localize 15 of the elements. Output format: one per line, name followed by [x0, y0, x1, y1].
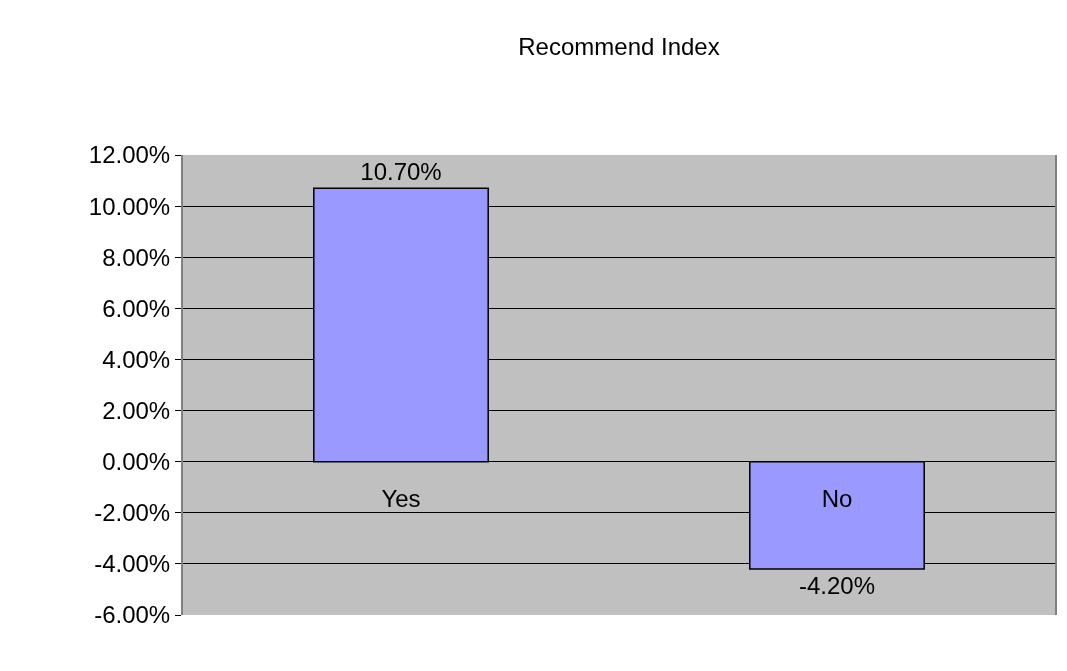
x-tick-label: Yes: [381, 484, 421, 512]
data-label: -4.20%: [798, 572, 876, 599]
y-tick-label: 12.00%: [88, 141, 171, 169]
chart-title: Recommend Index: [518, 33, 720, 61]
y-tick-label: 4.00%: [102, 345, 171, 373]
y-tick-label: -4.00%: [94, 550, 171, 578]
y-tick-label: 10.00%: [88, 192, 171, 220]
y-tick-label: 2.00%: [102, 396, 171, 424]
y-tick-label: -2.00%: [94, 499, 171, 527]
data-label: 10.70%: [360, 158, 442, 186]
y-tick-label: 0.00%: [102, 448, 171, 476]
y-tick-label: 6.00%: [102, 294, 171, 322]
y-tick-label: -6.00%: [94, 601, 171, 629]
x-tick-label: No: [821, 484, 853, 512]
y-tick-label: 8.00%: [102, 243, 171, 271]
